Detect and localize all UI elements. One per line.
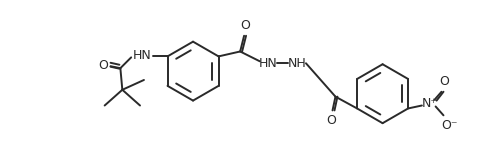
Text: HN: HN [132, 49, 152, 62]
Text: O⁻: O⁻ [441, 119, 458, 132]
Text: NH: NH [288, 57, 306, 70]
Text: HN: HN [258, 57, 277, 70]
Text: O: O [440, 76, 450, 88]
Text: O: O [326, 114, 336, 127]
Text: O: O [98, 59, 108, 72]
Text: N⁺: N⁺ [422, 97, 438, 110]
Text: O: O [240, 20, 250, 32]
